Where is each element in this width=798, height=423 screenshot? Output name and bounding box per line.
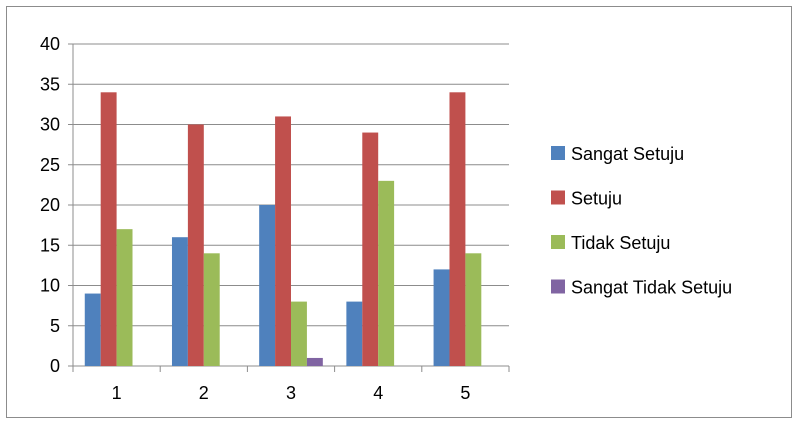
- legend-label: Sangat Tidak Setuju: [571, 278, 732, 298]
- legend-swatch: [551, 146, 565, 160]
- y-tick-label: 20: [40, 195, 60, 215]
- chart-frame: [6, 6, 792, 418]
- bar-sangat-setuju: [433, 269, 450, 366]
- bar-setuju: [100, 92, 117, 367]
- y-tick-label: 0: [50, 356, 60, 376]
- legend-label: Sangat Setuju: [571, 144, 684, 164]
- legend-swatch: [551, 279, 565, 294]
- bar-setuju: [187, 124, 204, 366]
- bar-setuju: [362, 132, 379, 366]
- bar-sangat-setuju: [259, 205, 276, 366]
- bar-sangat-setuju: [346, 301, 363, 366]
- x-axis-tick-labels: 1 2 3 4 5: [112, 383, 471, 403]
- x-tick-label: 1: [112, 383, 122, 403]
- x-tick-label: 5: [460, 383, 470, 403]
- y-tick-label: 30: [40, 115, 60, 135]
- legend: Sangat Setuju Setuju Tidak Setuju Sangat Ti…: [551, 144, 732, 298]
- legend-label: Tidak Setuju: [571, 233, 670, 253]
- y-tick-label: 5: [50, 316, 60, 336]
- bar-setuju: [275, 116, 291, 366]
- bar-tidak-setuju: [116, 229, 133, 366]
- x-tick-label: 4: [373, 383, 383, 403]
- y-tick-label: 10: [40, 276, 60, 296]
- bar-tidak-setuju: [291, 301, 307, 366]
- y-tick-label: 25: [40, 155, 60, 175]
- y-tick-label: 40: [40, 34, 60, 54]
- bars: [84, 92, 482, 367]
- legend-label: Setuju: [571, 189, 622, 209]
- bar-sangat-setuju: [84, 293, 101, 366]
- legend-swatch: [551, 235, 565, 249]
- x-tick-label: 2: [199, 383, 209, 403]
- bar-tidak-setuju: [465, 253, 482, 366]
- x-tick-label: 3: [286, 383, 296, 403]
- y-tick-label: 35: [40, 74, 60, 94]
- bar-tidak-setuju: [378, 180, 395, 366]
- bar-sangat-setuju: [171, 237, 188, 366]
- bar-sangat-tidak-setuju: [306, 357, 323, 366]
- legend-swatch: [551, 190, 565, 205]
- y-axis-tick-labels: 0 5 10 15 20 25 30 35 40: [40, 34, 60, 376]
- bar-setuju: [449, 92, 466, 367]
- y-tick-label: 15: [40, 235, 60, 255]
- bar-tidak-setuju: [203, 253, 220, 366]
